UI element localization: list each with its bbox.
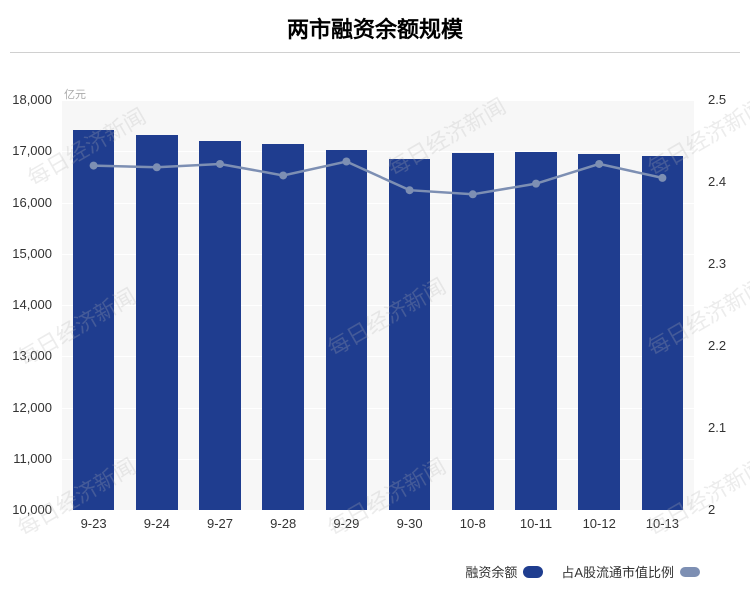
chart-container: 两市融资余额规模 亿元 10,00011,00012,00013,00014,0… [0, 0, 750, 593]
y-left-tick: 11,000 [13, 451, 52, 466]
legend-label: 融资余额 [465, 562, 517, 581]
x-tick: 9-30 [397, 516, 423, 531]
y-right-tick: 2.3 [708, 256, 726, 271]
y-left-tick: 15,000 [12, 246, 52, 261]
bar [262, 144, 304, 510]
x-tick: 10-13 [646, 516, 679, 531]
gridline [62, 510, 694, 511]
legend-label: 占A股流通市值比例 [561, 562, 674, 581]
y-axis-left: 10,00011,00012,00013,00014,00015,00016,0… [0, 100, 58, 510]
legend-swatch-line [680, 567, 700, 577]
x-tick: 9-24 [144, 516, 170, 531]
y-left-tick: 13,000 [12, 348, 52, 363]
y-right-tick: 2.1 [708, 420, 726, 435]
x-tick: 10-12 [583, 516, 616, 531]
x-tick: 9-28 [270, 516, 296, 531]
legend-item: 融资余额 [465, 562, 543, 581]
y-left-tick: 16,000 [12, 195, 52, 210]
gridline [62, 100, 694, 101]
title-divider [10, 52, 740, 53]
y-right-tick: 2 [708, 502, 715, 517]
x-tick: 9-27 [207, 516, 233, 531]
y-left-tick: 10,000 [12, 502, 52, 517]
y-right-tick: 2.4 [708, 174, 726, 189]
y-left-tick: 14,000 [12, 297, 52, 312]
line-path [94, 162, 663, 195]
y-left-tick: 17,000 [12, 143, 52, 158]
x-tick: 9-29 [333, 516, 359, 531]
y-right-tick: 2.5 [708, 92, 726, 107]
bar [199, 141, 241, 510]
bar [73, 130, 115, 510]
legend-item: 占A股流通市值比例 [561, 562, 700, 581]
bar [515, 152, 557, 510]
y-right-tick: 2.2 [708, 338, 726, 353]
x-tick: 9-23 [81, 516, 107, 531]
plot-area [62, 100, 694, 510]
chart-title: 两市融资余额规模 [0, 0, 750, 52]
legend-swatch-bar [523, 566, 543, 578]
y-left-tick: 18,000 [12, 92, 52, 107]
bar [326, 150, 368, 510]
bar [136, 135, 178, 510]
x-tick: 10-11 [520, 516, 552, 531]
bar [578, 154, 620, 510]
bar [389, 159, 431, 510]
bar [452, 153, 494, 510]
x-tick: 10-8 [460, 516, 486, 531]
y-axis-right: 22.12.22.32.42.5 [702, 100, 750, 510]
legend: 融资余额 占A股流通市值比例 [465, 562, 700, 581]
bar [642, 156, 684, 510]
y-left-tick: 12,000 [12, 400, 52, 415]
